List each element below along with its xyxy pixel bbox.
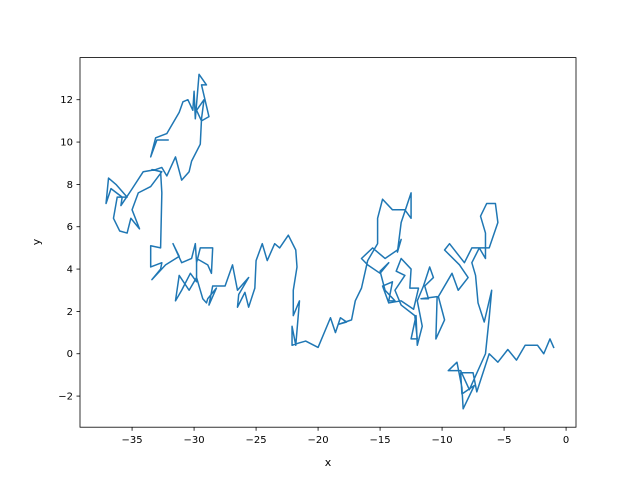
y-axis-label: y xyxy=(30,238,43,245)
y-tick-label: 4 xyxy=(67,265,73,276)
x-tick-label: −30 xyxy=(184,435,205,446)
x-tick-label: −25 xyxy=(246,435,267,446)
y-tick-label: 10 xyxy=(60,138,73,149)
data-line xyxy=(105,73,555,410)
y-tick-label: −2 xyxy=(58,392,73,403)
y-tick-label: 6 xyxy=(67,222,73,233)
y-tick-label: 12 xyxy=(60,95,73,106)
y-tick-label: 0 xyxy=(67,349,73,360)
x-tick-label: −35 xyxy=(122,435,143,446)
x-tick-label: −15 xyxy=(370,435,391,446)
x-tick-label: 0 xyxy=(563,435,569,446)
x-tick-label: −10 xyxy=(432,435,453,446)
axes-frame xyxy=(79,57,577,428)
x-tick-label: −20 xyxy=(308,435,329,446)
y-tick-label: 2 xyxy=(67,307,73,318)
y-tick-label: 8 xyxy=(67,180,73,191)
x-tick-label: −5 xyxy=(497,435,512,446)
x-axis-label: x xyxy=(325,456,332,469)
